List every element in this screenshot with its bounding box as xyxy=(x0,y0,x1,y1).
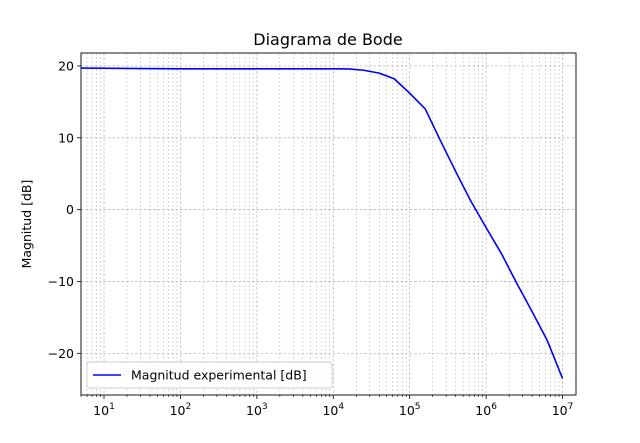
y-tick-label: −10 xyxy=(48,274,74,289)
x-tick-exponent: 3 xyxy=(262,402,268,412)
series-layer xyxy=(80,67,564,379)
major-grid xyxy=(81,53,576,395)
x-tick-exponent: 4 xyxy=(338,402,344,412)
legend: Magnitud experimental [dB] xyxy=(86,361,333,389)
x-tick-base: 10 xyxy=(170,403,186,418)
chart-title: Diagrama de Bode xyxy=(253,30,402,49)
x-tick-exponent: 6 xyxy=(491,402,497,412)
x-tick-label: 107 xyxy=(552,402,574,418)
x-tick-base: 10 xyxy=(475,403,491,418)
x-tick-label: 101 xyxy=(93,402,115,418)
x-tick-base: 10 xyxy=(246,403,262,418)
x-tick-label: 102 xyxy=(170,402,192,418)
x-tick-base: 10 xyxy=(322,403,338,418)
y-axis-label: Magnitud [dB] xyxy=(19,180,34,269)
y-tick-label: 0 xyxy=(66,202,74,217)
y-tick-label: −20 xyxy=(48,346,74,361)
y-tick-label: 10 xyxy=(58,130,74,145)
x-tick-label: 103 xyxy=(246,402,268,418)
x-axis-ticks: 101 102 103 104 105 106 107 xyxy=(93,395,573,418)
minor-grid xyxy=(80,53,560,397)
y-axis-ticks: 20 10 0 −10 −20 xyxy=(48,58,81,361)
legend-label: Magnitud experimental [dB] xyxy=(131,368,307,383)
x-tick-base: 10 xyxy=(399,403,415,418)
x-tick-exponent: 1 xyxy=(109,402,115,412)
x-tick-exponent: 2 xyxy=(186,402,192,412)
x-tick-exponent: 7 xyxy=(568,402,574,412)
x-tick-label: 104 xyxy=(322,402,344,418)
x-tick-base: 10 xyxy=(552,403,568,418)
x-tick-base: 10 xyxy=(93,403,109,418)
legend-box xyxy=(86,361,333,389)
x-tick-label: 105 xyxy=(399,402,421,418)
y-tick-label: 20 xyxy=(58,58,74,73)
x-tick-label: 106 xyxy=(475,402,497,418)
series-line xyxy=(80,67,564,379)
plot-frame xyxy=(80,52,577,396)
x-tick-exponent: 5 xyxy=(415,402,421,412)
